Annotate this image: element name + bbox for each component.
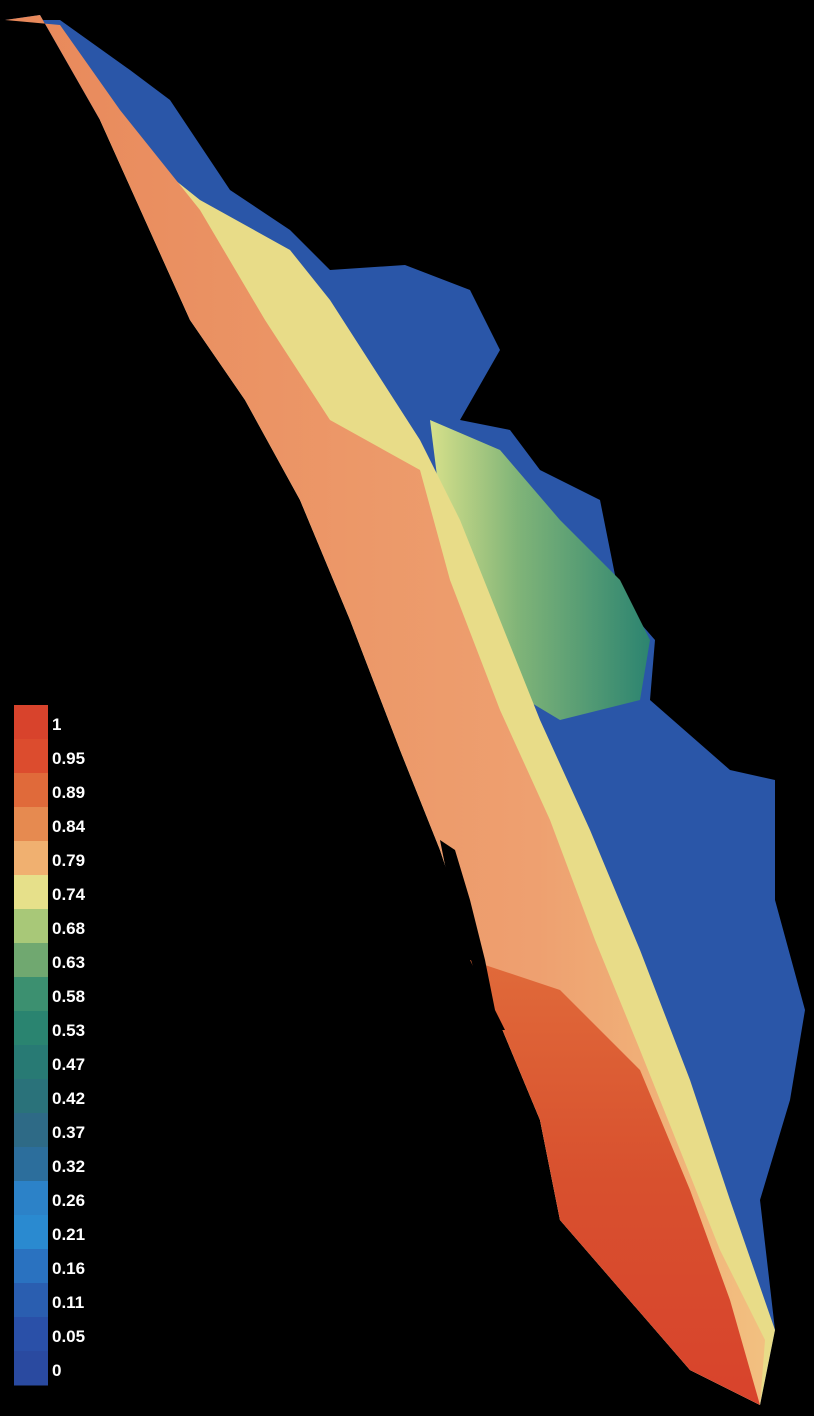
legend-swatch: [14, 909, 48, 944]
legend-label: 0.53: [52, 1021, 85, 1040]
legend-label: 0.05: [52, 1327, 85, 1346]
legend-swatch: [14, 841, 48, 876]
legend-label: 0: [52, 1361, 61, 1380]
legend-swatch: [14, 1045, 48, 1080]
legend-label: 0.42: [52, 1089, 85, 1108]
legend-swatch: [14, 1079, 48, 1114]
legend-label: 0.84: [52, 817, 86, 836]
legend-label: 0.21: [52, 1225, 85, 1244]
legend-swatch: [14, 1113, 48, 1148]
legend-swatch: [14, 1147, 48, 1182]
legend-label: 0.89: [52, 783, 85, 802]
legend-label: 0.79: [52, 851, 85, 870]
legend-swatch: [14, 1249, 48, 1284]
legend-swatch: [14, 807, 48, 842]
legend-label: 0.32: [52, 1157, 85, 1176]
legend-label: 0.63: [52, 953, 85, 972]
legend-label: 0.47: [52, 1055, 85, 1074]
legend-swatch: [14, 1283, 48, 1318]
legend-label: 0.26: [52, 1191, 85, 1210]
legend-swatch: [14, 977, 48, 1012]
legend-label: 0.74: [52, 885, 86, 904]
map-figure: 1 0.95 0.89 0.84 0.79 0.74 0.68 0.63 0.58 0.53 0.4…: [0, 0, 814, 1416]
legend-swatch: [14, 1011, 48, 1046]
legend-label: 0.11: [52, 1293, 84, 1312]
legend-label: 1: [52, 715, 61, 734]
legend-swatch: [14, 1317, 48, 1352]
legend-swatch: [14, 943, 48, 978]
legend-label: 0.68: [52, 919, 85, 938]
legend-swatch: [14, 705, 48, 740]
legend-label: 0.95: [52, 749, 85, 768]
legend-label: 0.58: [52, 987, 85, 1006]
legend-swatch: [14, 773, 48, 808]
legend-label: 0.16: [52, 1259, 85, 1278]
legend-swatch: [14, 1351, 48, 1386]
legend-swatch: [14, 875, 48, 910]
legend-label: 0.37: [52, 1123, 85, 1142]
legend-swatch: [14, 1181, 48, 1216]
legend-swatch: [14, 1215, 48, 1250]
legend-swatch: [14, 739, 48, 774]
